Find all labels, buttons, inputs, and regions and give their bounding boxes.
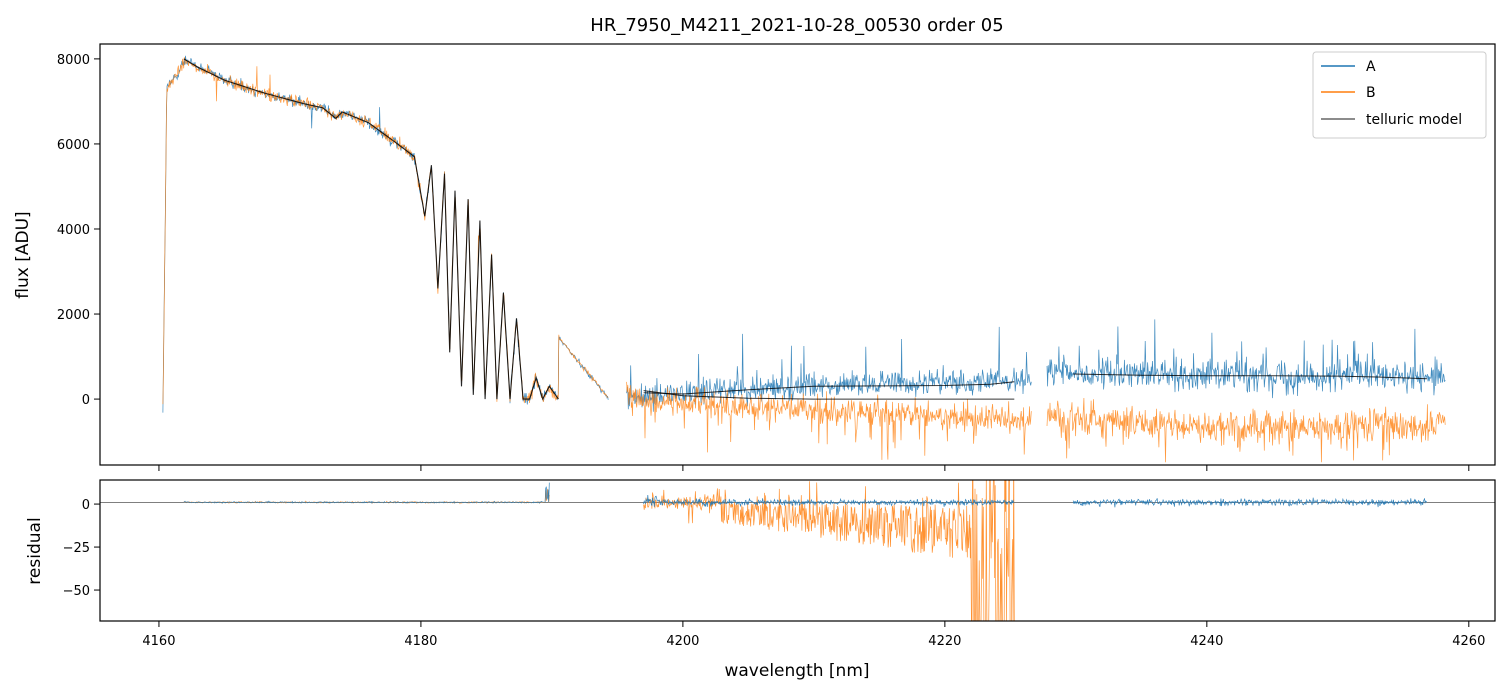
- residual-x-tick-label: 4240: [1190, 634, 1223, 649]
- telluric-model-segment: [643, 390, 1015, 400]
- legend-frame: [1312, 51, 1487, 139]
- residual-x-tick-label: 4220: [928, 634, 961, 649]
- legend-label-telluric: telluric model: [1366, 112, 1462, 128]
- main-ticks: 0 2000 4000 6000 8000: [57, 53, 1470, 471]
- series-b-line: [162, 57, 1446, 463]
- residual-x-tick-label: 4260: [1452, 634, 1485, 649]
- main-y-axis-label: flux [ADU]: [13, 211, 33, 298]
- main-y-tick-label: 8000: [57, 53, 90, 68]
- chart-title: HR_7950_M4211_2021-10-28_00530 order 05: [590, 15, 1003, 36]
- residual-x-tick-label: 4160: [142, 634, 175, 649]
- residual-plot-data: [100, 480, 1495, 621]
- x-axis-label: wavelength [nm]: [724, 661, 869, 681]
- main-y-tick-label: 2000: [57, 308, 90, 323]
- main-plot-data: [162, 55, 1446, 463]
- main-y-tick-label: 6000: [57, 138, 90, 153]
- main-plot-frame: [99, 43, 1496, 466]
- legend: A B telluric model: [1312, 51, 1487, 139]
- residual-y-tick-label: 0: [82, 498, 90, 513]
- series-a-line: [162, 55, 1446, 413]
- residual-plot-frame: [99, 479, 1496, 622]
- main-y-tick-label: 0: [82, 393, 90, 408]
- residual-y-axis-label: residual: [25, 517, 45, 584]
- telluric-model-line: [183, 58, 559, 401]
- residual-x-tick-label: 4200: [666, 634, 699, 649]
- telluric-model-segment: [1073, 373, 1427, 380]
- main-y-tick-label: 4000: [57, 223, 90, 238]
- telluric-model-segment: [643, 381, 1015, 395]
- residual-series-a-line: [183, 482, 1428, 508]
- legend-label-a: A: [1366, 59, 1376, 75]
- residual-series-b-line: [183, 480, 1015, 621]
- residual-y-tick-label: −50: [63, 584, 90, 599]
- legend-label-b: B: [1366, 85, 1376, 101]
- residual-ticks: 4160 4180 4200 4220 4240 4260 0 −25 −50: [63, 498, 1486, 649]
- residual-y-tick-label: −25: [63, 541, 90, 556]
- residual-x-tick-label: 4180: [404, 634, 437, 649]
